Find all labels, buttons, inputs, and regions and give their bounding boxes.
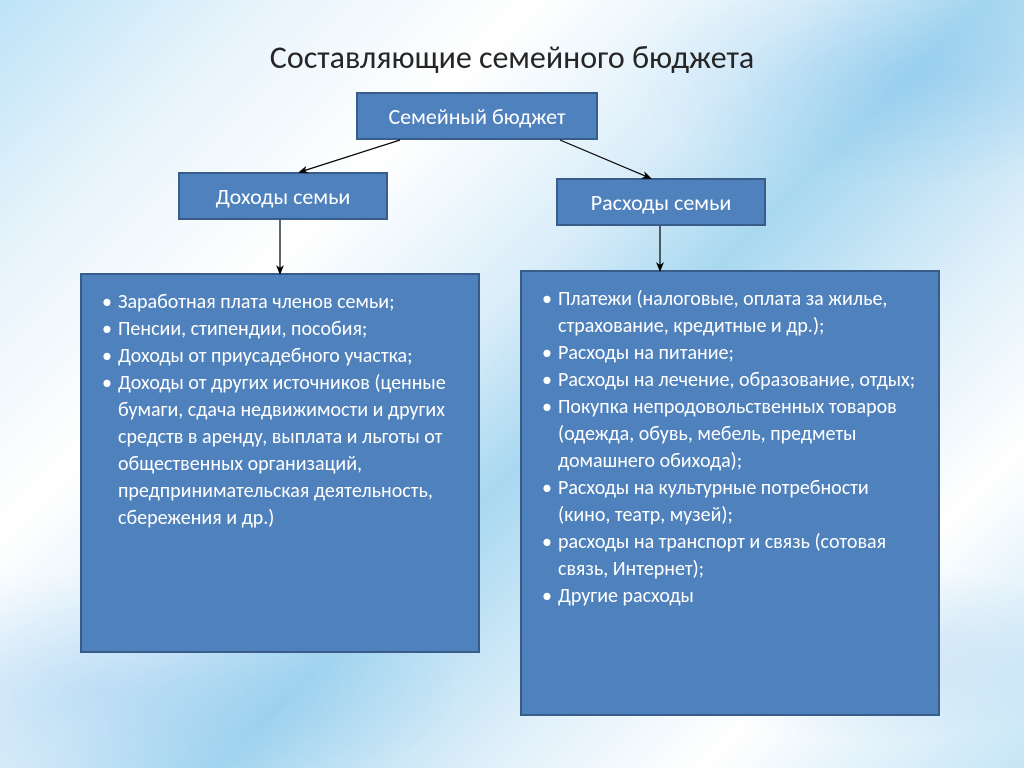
expense-list: Платежи (налоговые, оплата за жилье, стр…	[542, 286, 918, 610]
node-root: Семейный бюджет	[356, 92, 598, 140]
income-detail-box: Заработная плата членов семьи;Пенсии, ст…	[80, 273, 480, 653]
list-item: расходы на транспорт и связь (сотовая св…	[542, 529, 918, 583]
node-root-label: Семейный бюджет	[388, 103, 565, 130]
list-item: Расходы на лечение, образование, отдых;	[542, 367, 918, 394]
list-item: Доходы от других источников (ценные бума…	[102, 370, 458, 532]
income-list: Заработная плата членов семьи;Пенсии, ст…	[102, 289, 458, 532]
list-item: Расходы на культурные потребности (кино,…	[542, 475, 918, 529]
slide-title: Составляющие семейного бюджета	[0, 38, 1024, 77]
list-item: Другие расходы	[542, 583, 918, 610]
node-income-label: Доходы семьи	[216, 183, 351, 210]
list-item: Платежи (налоговые, оплата за жилье, стр…	[542, 286, 918, 340]
list-item: Покупка непродовольственных товаров (оде…	[542, 394, 918, 475]
node-income: Доходы семьи	[178, 172, 388, 220]
node-expense-label: Расходы семьи	[591, 189, 732, 216]
node-expense: Расходы семьи	[556, 178, 766, 226]
list-item: Доходы от приусадебного участка;	[102, 343, 458, 370]
expense-detail-box: Платежи (налоговые, оплата за жилье, стр…	[520, 270, 940, 716]
list-item: Пенсии, стипендии, пособия;	[102, 316, 458, 343]
list-item: Расходы на питание;	[542, 340, 918, 367]
list-item: Заработная плата членов семьи;	[102, 289, 458, 316]
